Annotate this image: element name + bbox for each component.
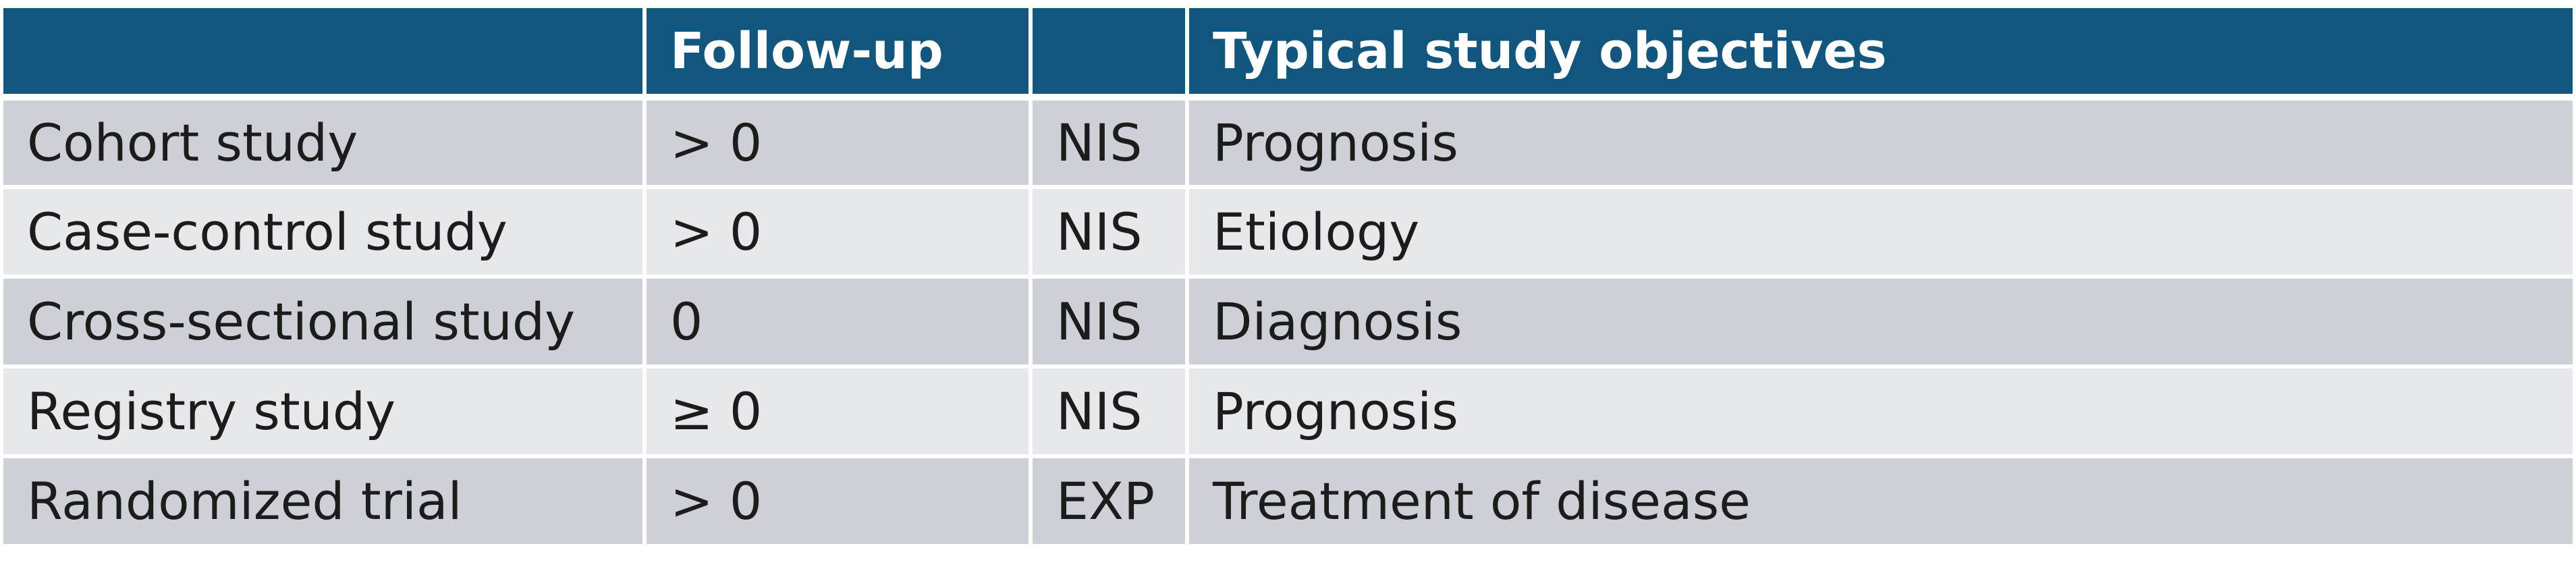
table-row: Cross-sectional study 0 NIS Diagnosis	[3, 277, 2573, 368]
cell-category: EXP	[1031, 456, 1189, 548]
header-row: Follow-up Typical study objectives	[3, 8, 2573, 101]
table-row: Randomized trial > 0 EXP Treatment of di…	[3, 456, 2573, 548]
table-body: Cohort study > 0 NIS Prognosis Case-cont…	[3, 97, 2573, 548]
cell-category: NIS	[1031, 277, 1189, 368]
cell-follow-up: ≥ 0	[645, 366, 1033, 458]
cell-category: NIS	[1031, 366, 1189, 458]
cell-follow-up: > 0	[645, 97, 1033, 189]
cell-category: NIS	[1031, 97, 1189, 189]
table-header: Follow-up Typical study objectives	[3, 8, 2573, 101]
table-row: Registry study ≥ 0 NIS Prognosis	[3, 366, 2573, 458]
table-row: Cohort study > 0 NIS Prognosis	[3, 97, 2573, 189]
cell-objective: Diagnosis	[1187, 277, 2573, 368]
study-design-table: Follow-up Typical study objectives Cohor…	[3, 8, 2573, 548]
header-cell-study-type	[3, 8, 647, 101]
cell-study-type: Randomized trial	[3, 456, 647, 548]
cell-study-type: Cohort study	[3, 97, 647, 189]
cell-objective: Treatment of disease	[1187, 456, 2573, 548]
cell-study-type: Registry study	[3, 366, 647, 458]
header-cell-objectives: Typical study objectives	[1187, 8, 2573, 101]
cell-follow-up: > 0	[645, 187, 1033, 279]
cell-follow-up: > 0	[645, 456, 1033, 548]
study-design-table-container: Follow-up Typical study objectives Cohor…	[3, 8, 2573, 548]
header-cell-follow-up: Follow-up	[645, 8, 1033, 101]
table-row: Case-control study > 0 NIS Etiology	[3, 187, 2573, 279]
cell-objective: Prognosis	[1187, 97, 2573, 189]
cell-study-type: Case-control study	[3, 187, 647, 279]
header-cell-category	[1031, 8, 1189, 101]
cell-study-type: Cross-sectional study	[3, 277, 647, 368]
cell-follow-up: 0	[645, 277, 1033, 368]
cell-category: NIS	[1031, 187, 1189, 279]
cell-objective: Prognosis	[1187, 366, 2573, 458]
cell-objective: Etiology	[1187, 187, 2573, 279]
